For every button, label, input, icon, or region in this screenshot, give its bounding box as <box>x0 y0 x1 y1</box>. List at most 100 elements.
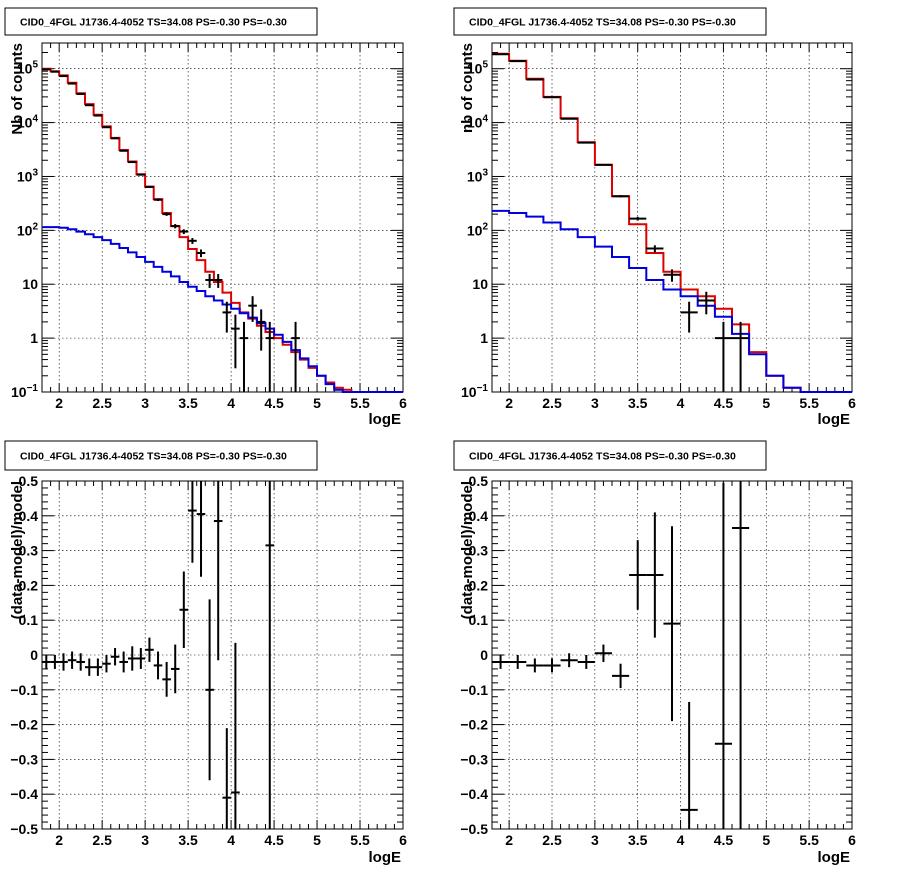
x-tick-label: 2.5 <box>542 395 562 411</box>
data-point <box>714 321 732 392</box>
y-tick-label: −0.1 <box>460 682 488 698</box>
x-tick-label: 3.5 <box>628 832 648 848</box>
axis-ticks <box>41 480 404 830</box>
axis-ticks <box>491 480 853 830</box>
data-point <box>612 663 630 689</box>
data-point <box>110 648 120 666</box>
x-tick-label: 5.5 <box>350 395 370 411</box>
y-tick-label: −0.5 <box>460 821 488 837</box>
y-tick-label: −0.4 <box>10 786 38 802</box>
x-tick-label: 2 <box>55 395 63 411</box>
x-axis-label: logE <box>818 411 851 428</box>
y-tick-label: 10−1 <box>11 383 38 400</box>
y-tick-label: 1 <box>30 330 38 346</box>
x-tick-label: 2.5 <box>92 395 112 411</box>
data-point <box>119 651 128 673</box>
grid <box>492 43 852 392</box>
data-point <box>84 658 94 676</box>
data-point <box>127 161 137 164</box>
chart-title-box: CID0_4FGL J1736.4-4052 TS=34.08 PS=-0.30… <box>453 440 767 471</box>
data-point <box>50 655 60 669</box>
data-point <box>67 651 77 669</box>
y-tick-label: 0.5 <box>469 473 489 489</box>
y-tick-label: 104 <box>17 114 39 131</box>
y-axis-label: Nb of counts <box>9 43 26 135</box>
x-tick-label: 5.5 <box>350 832 370 848</box>
data-point <box>213 481 223 661</box>
series-3 <box>492 53 750 392</box>
data-point <box>205 599 214 781</box>
data-point <box>231 642 240 829</box>
x-tick-label: 2.5 <box>542 832 562 848</box>
chart-panel-2: 2 2.5 3 3.5 4 4.5 5 5.5 6 10−1 1 10 102 103 104 105 logE… <box>453 7 856 428</box>
data-point <box>196 249 206 258</box>
data-point <box>680 701 698 829</box>
chart-panel-3: 2 2.5 3 3.5 4 4.5 5 5.5 6 −0.5 −0.4 −0.3 −0.2 −0.1 0 0.… <box>4 440 407 866</box>
y-tick-label: 0.4 <box>19 508 39 524</box>
y-tick-label: −0.5 <box>10 821 38 837</box>
chart-title: CID0_4FGL J1736.4-4052 TS=34.08 PS=-0.30… <box>20 451 287 463</box>
data-point <box>188 481 197 563</box>
data-point <box>612 195 630 198</box>
y-tick-label: −0.4 <box>460 786 488 802</box>
data-point <box>629 216 647 221</box>
series-2 <box>42 226 403 393</box>
data-point <box>543 658 561 673</box>
data-point <box>145 637 154 662</box>
x-tick-label: 2 <box>505 832 513 848</box>
data-point <box>697 291 715 315</box>
x-tick-label: 6 <box>848 395 856 411</box>
data-point <box>213 274 223 288</box>
x-tick-label: 3 <box>141 395 149 411</box>
chart-title-box: CID0_4FGL J1736.4-4052 TS=34.08 PS=-0.30… <box>4 7 318 36</box>
data-point <box>577 655 595 669</box>
y-tick-label: 0.3 <box>19 543 39 559</box>
chart-panel-1: 2 2.5 3 3.5 4 4.5 5 5.5 6 10−1 1 10 102 103 104 105 logE… <box>4 7 407 428</box>
data-point <box>179 229 189 235</box>
x-tick-label: 2.5 <box>92 832 112 848</box>
data-point <box>248 296 257 322</box>
series-2 <box>492 209 852 393</box>
x-tick-label: 4.5 <box>714 395 734 411</box>
data-point <box>265 321 275 392</box>
x-tick-label: 6 <box>399 395 407 411</box>
data-point <box>231 314 240 369</box>
data-point <box>145 185 154 188</box>
y-tick-label: 10−1 <box>461 383 488 400</box>
series-3 <box>42 68 300 392</box>
chart-title: CID0_4FGL J1736.4-4052 TS=34.08 PS=-0.30… <box>469 17 736 29</box>
x-tick-label: 3.5 <box>178 832 198 848</box>
data-point <box>222 728 232 829</box>
y-tick-label: −0.1 <box>10 682 38 698</box>
y-tick-label: −0.2 <box>10 717 38 733</box>
data-point <box>102 126 111 129</box>
x-tick-label: 4.5 <box>264 832 284 848</box>
x-tick-label: 4.5 <box>714 832 734 848</box>
data-point <box>256 309 266 351</box>
y-tick-label: 0.2 <box>19 577 39 593</box>
y-tick-label: 102 <box>17 221 39 238</box>
data-point <box>170 224 180 229</box>
data-point <box>646 245 664 253</box>
data-point <box>265 481 275 829</box>
x-axis-label: logE <box>818 849 851 866</box>
data-point <box>560 653 578 668</box>
x-tick-label: 3 <box>141 832 149 848</box>
data-point <box>714 482 732 829</box>
y-tick-label: −0.2 <box>460 717 488 733</box>
data-point <box>136 648 146 669</box>
data-point <box>42 655 51 669</box>
y-tick-label: 0.1 <box>469 612 489 628</box>
model-histogram-line <box>492 209 852 393</box>
data-point <box>577 141 595 144</box>
data-point <box>291 321 300 392</box>
y-tick-label: 0.3 <box>469 543 489 559</box>
data-point <box>136 173 146 176</box>
data-point <box>162 212 171 216</box>
y-tick-label: 105 <box>17 60 39 77</box>
data-point <box>239 321 249 392</box>
x-tick-label: 5 <box>313 395 321 411</box>
y-tick-label: 1 <box>480 330 488 346</box>
x-tick-label: 5.5 <box>799 395 819 411</box>
